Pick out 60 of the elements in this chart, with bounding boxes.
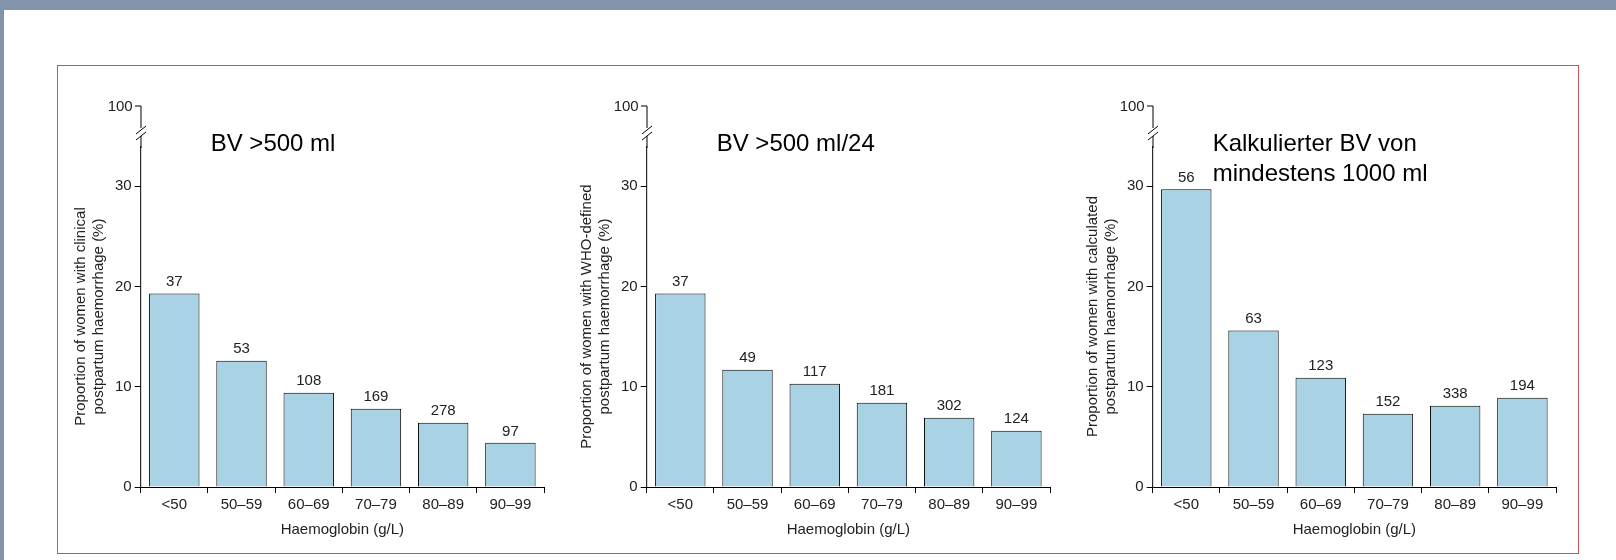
- y-axis-title: Proportion of women with WHO-defined postpartum haemorrhage (%): [577, 184, 613, 449]
- y-tick-label: 20: [1127, 276, 1144, 294]
- annotation: 37: [165, 272, 183, 290]
- annotation: 49: [739, 348, 756, 366]
- y-tick-label: 20: [115, 276, 132, 294]
- annotation: 97: [502, 421, 519, 439]
- x-tick-label: 90–99: [489, 495, 532, 513]
- x-tick-label: 80–89: [1434, 495, 1477, 513]
- x-tick-label: 50–59: [220, 495, 263, 513]
- annotation: 117: [802, 362, 827, 380]
- x-tick-label: 80–89: [928, 495, 971, 513]
- y-tick-label: 0: [123, 477, 132, 495]
- y-axis-title: Proportion of women with clinical postpartum haemorrhage (%): [71, 207, 107, 426]
- x-tick-label: <50: [1173, 495, 1200, 513]
- x-tick-label: <50: [161, 495, 188, 513]
- y-tick-label: 30: [621, 176, 638, 194]
- x-tick-label: 60–69: [287, 495, 330, 513]
- chart-title: Kalkulierter BV von mindestens 1000 ml: [1212, 128, 1428, 186]
- y-tick-label: 10: [115, 376, 132, 394]
- x-tick-label: <50: [667, 495, 694, 513]
- y-tick-label: 30: [115, 176, 132, 194]
- y-tick-label: 0: [1135, 477, 1144, 495]
- annotation: 338: [1442, 384, 1468, 402]
- annotation: 37: [671, 272, 689, 290]
- y-tick-label: 20: [621, 276, 638, 294]
- annotation: 108: [296, 371, 322, 389]
- annotation: 123: [1308, 356, 1334, 374]
- x-axis-title: Haemoglobin (g/L): [786, 520, 911, 538]
- x-tick-label: 90–99: [995, 495, 1038, 513]
- y-axis-title: Proportion of women with calculated postpartum haemorrhage (%): [1083, 196, 1119, 437]
- annotation: 302: [936, 396, 962, 414]
- annotation: 278: [430, 401, 456, 419]
- x-tick-label: 70–79: [1367, 495, 1409, 513]
- text: 100: [107, 97, 133, 115]
- text: 100: [1119, 97, 1145, 115]
- x-tick-label: 60–69: [793, 495, 836, 513]
- text: 100: [613, 97, 639, 115]
- x-tick-label: 70–79: [355, 495, 397, 513]
- chart-title: BV >500 ml/24: [716, 128, 875, 156]
- annotation: 63: [1245, 309, 1262, 327]
- x-tick-label: 80–89: [422, 495, 465, 513]
- annotation: 152: [1375, 392, 1401, 410]
- chart-title: BV >500 ml: [210, 128, 336, 156]
- y-tick-label: 10: [621, 376, 638, 394]
- x-axis-title: Haemoglobin (g/L): [1292, 520, 1417, 538]
- annotation: 56: [1177, 167, 1195, 185]
- y-tick-label: 0: [629, 477, 638, 495]
- annotation: 53: [233, 339, 250, 357]
- y-tick-label: 10: [1127, 376, 1144, 394]
- x-tick-label: 90–99: [1501, 495, 1544, 513]
- y-tick-label: 30: [1127, 176, 1144, 194]
- annotation: 169: [363, 387, 389, 405]
- x-tick-label: 70–79: [861, 495, 903, 513]
- x-tick-label: 50–59: [1232, 495, 1275, 513]
- annotation: 181: [869, 381, 895, 399]
- x-axis-title: Haemoglobin (g/L): [280, 520, 405, 538]
- annotation: 124: [1003, 409, 1029, 427]
- annotation: 194: [1509, 376, 1535, 394]
- x-tick-label: 50–59: [726, 495, 769, 513]
- x-tick-label: 60–69: [1299, 495, 1342, 513]
